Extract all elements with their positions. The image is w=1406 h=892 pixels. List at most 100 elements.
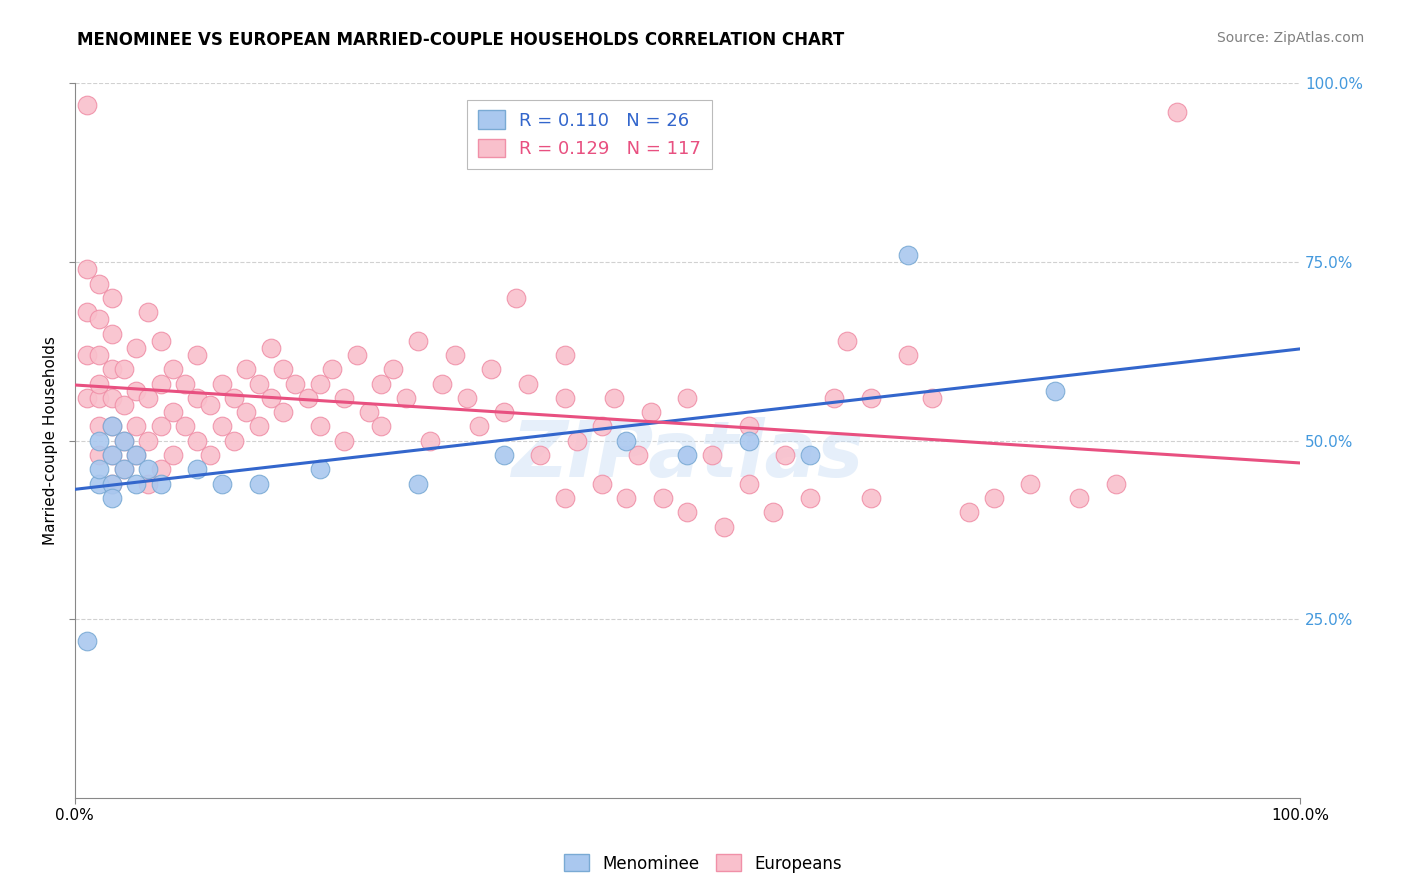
Point [174,376,197,391]
Point [247,419,270,434]
Point [247,476,270,491]
Point [260,341,283,355]
Point [211,476,233,491]
Point [211,376,233,391]
Point [468,419,491,434]
Point [799,491,821,505]
Point [149,376,172,391]
Point [211,419,233,434]
Legend: Menominee, Europeans: Menominee, Europeans [557,847,849,880]
Point [89,312,111,326]
Point [957,505,980,519]
Point [100,448,122,462]
Point [149,462,172,476]
Point [921,391,943,405]
Point [1043,384,1066,398]
Point [76,391,98,405]
Point [125,341,148,355]
Point [419,434,441,448]
Point [737,419,759,434]
Point [100,419,122,434]
Legend: R = 0.110   N = 26, R = 0.129   N = 117: R = 0.110 N = 26, R = 0.129 N = 117 [467,100,711,169]
Point [1019,476,1042,491]
Point [357,405,380,419]
Point [762,505,785,519]
Point [76,348,98,362]
Point [565,434,588,448]
Point [186,434,208,448]
Point [100,291,122,305]
Point [89,448,111,462]
Point [136,476,159,491]
Point [76,305,98,319]
Point [627,448,650,462]
Point [136,462,159,476]
Point [1069,491,1091,505]
Point [333,434,356,448]
Point [222,391,245,405]
Point [89,391,111,405]
Point [700,448,723,462]
Point [382,362,405,376]
Point [162,405,184,419]
Point [676,505,699,519]
Point [100,448,122,462]
Point [235,362,257,376]
Point [186,462,208,476]
Point [76,262,98,277]
Point [456,391,478,405]
Point [100,476,122,491]
Point [297,391,319,405]
Point [406,476,429,491]
Point [112,462,135,476]
Point [100,391,122,405]
Point [222,434,245,448]
Point [125,384,148,398]
Point [125,476,148,491]
Point [162,448,184,462]
Point [479,362,502,376]
Point [89,434,111,448]
Point [1105,476,1128,491]
Point [308,376,330,391]
Point [492,448,515,462]
Point [112,398,135,412]
Point [174,419,197,434]
Point [308,419,330,434]
Point [149,476,172,491]
Point [136,305,159,319]
Y-axis label: Married-couple Households: Married-couple Households [44,336,58,545]
Point [284,376,307,391]
Point [860,391,883,405]
Point [125,419,148,434]
Point [603,391,626,405]
Point [591,476,613,491]
Point [370,419,392,434]
Text: ZIPatlas: ZIPatlas [512,417,863,493]
Point [89,462,111,476]
Point [235,405,257,419]
Point [432,376,454,391]
Point [897,248,920,262]
Point [443,348,465,362]
Point [247,376,270,391]
Point [112,462,135,476]
Point [89,277,111,291]
Point [308,462,330,476]
Point [614,491,637,505]
Point [406,334,429,348]
Point [775,448,797,462]
Point [346,348,368,362]
Point [271,405,294,419]
Point [136,434,159,448]
Text: Source: ZipAtlas.com: Source: ZipAtlas.com [1216,31,1364,45]
Point [713,519,735,533]
Point [676,391,699,405]
Point [394,391,416,405]
Point [89,348,111,362]
Point [799,448,821,462]
Point [149,334,172,348]
Point [89,476,111,491]
Point [186,348,208,362]
Point [112,362,135,376]
